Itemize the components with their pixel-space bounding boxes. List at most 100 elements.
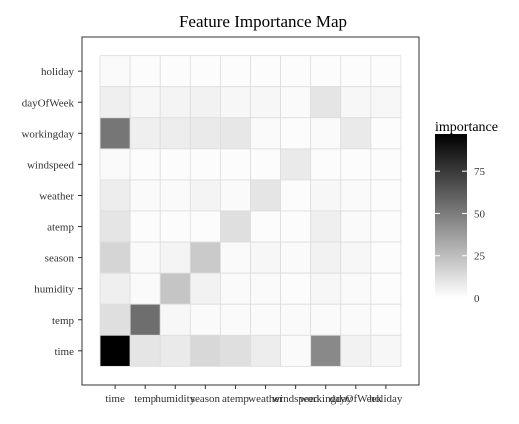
heatmap-cell	[340, 272, 372, 305]
heatmap-cell	[250, 179, 281, 212]
heatmap-cell	[370, 55, 402, 88]
heatmap-cell	[370, 86, 402, 119]
heatmap-cell	[220, 117, 251, 150]
heatmap-cell	[220, 55, 251, 88]
x-tick-label: workingday	[299, 393, 352, 405]
heatmap-cell	[159, 148, 191, 181]
heatmap-cell	[340, 303, 372, 336]
heatmap-cell	[370, 241, 402, 274]
heatmap-cell	[310, 210, 342, 243]
heatmap-cell	[189, 148, 221, 181]
heatmap-cell	[99, 334, 131, 367]
heatmap-cell	[220, 148, 251, 181]
heatmap-cell	[250, 272, 281, 305]
heatmap-cell	[280, 117, 312, 150]
y-tick-label: windspeed	[27, 159, 75, 171]
heatmap-cell	[340, 179, 372, 212]
legend-colorbar	[435, 134, 467, 298]
heatmap-cell	[220, 241, 251, 274]
heatmap-cell	[310, 86, 342, 119]
y-axis: holiday dayOfWeek workingday windspeed weath…	[21, 66, 82, 358]
heatmap-cell	[189, 210, 221, 243]
y-tick-label: season	[45, 253, 75, 265]
x-tick-label: atemp	[222, 393, 249, 405]
heatmap-cell	[280, 148, 312, 181]
heatmap-cell	[280, 334, 312, 367]
heatmap-cell	[370, 334, 402, 367]
heatmap-cell	[250, 55, 281, 88]
heatmap-cell	[340, 117, 372, 150]
heatmap-cell	[370, 179, 402, 212]
legend-tick-label: 0	[474, 293, 480, 305]
heatmap-cell	[159, 86, 191, 119]
heatmap-cell	[370, 117, 402, 150]
heatmap-cell	[129, 272, 161, 305]
heatmap-cell	[250, 241, 281, 274]
heatmap-cell	[280, 179, 312, 212]
heatmap-cell	[280, 86, 312, 119]
heatmap-cell	[220, 334, 251, 367]
heatmap-cell	[220, 272, 251, 305]
legend-tick-label: 75	[474, 166, 486, 178]
heatmap-cell	[129, 210, 161, 243]
heatmap-cell	[159, 210, 191, 243]
heatmap-cell	[159, 334, 191, 367]
heatmap-cell	[250, 210, 281, 243]
legend-title: importance	[435, 120, 498, 135]
heatmap-cell	[99, 241, 131, 274]
heatmap-cell	[340, 86, 372, 119]
heatmap-cell	[220, 210, 251, 243]
heatmap-cell	[129, 179, 161, 212]
heatmap-cell	[340, 210, 372, 243]
heatmap-cell	[310, 272, 342, 305]
legend: importance 0 25 50 75	[435, 120, 498, 305]
legend-tick-label: 25	[474, 251, 486, 263]
heatmap-cell	[280, 55, 312, 88]
heatmap-cell	[159, 272, 191, 305]
x-tick-label: weather	[248, 393, 283, 405]
heatmap-cell	[189, 86, 221, 119]
heatmap-cell	[310, 179, 342, 212]
heatmap-cell	[310, 303, 342, 336]
heatmap-cell	[99, 303, 131, 336]
heatmap-cell	[370, 148, 402, 181]
y-tick-label: atemp	[47, 222, 74, 234]
y-tick-label: weather	[39, 190, 74, 202]
heatmap-cell	[280, 210, 312, 243]
heatmap-cell	[189, 241, 221, 274]
heatmap-cell	[189, 334, 221, 367]
heatmap-cell	[340, 241, 372, 274]
y-tick-label: dayOfWeek	[22, 97, 75, 109]
heatmap-cell	[250, 148, 281, 181]
heatmap-cell	[99, 210, 131, 243]
heatmap-cell	[99, 272, 131, 305]
heatmap-cell	[159, 303, 191, 336]
heatmap-cell	[159, 241, 191, 274]
heatmap-cell	[370, 210, 402, 243]
heatmap-cell	[189, 179, 221, 212]
heatmap-cell	[189, 55, 221, 88]
y-tick-label: temp	[52, 315, 74, 327]
heatmap-cell	[250, 303, 281, 336]
heatmap-cell	[99, 179, 131, 212]
heatmap-cell	[280, 303, 312, 336]
x-tick-label: windspeed	[272, 393, 320, 405]
heatmap-cell	[220, 303, 251, 336]
x-tick-label: holiday	[369, 393, 402, 405]
heatmap-cell	[340, 55, 372, 88]
y-tick-label: workingday	[21, 128, 74, 140]
heatmap-cell	[310, 241, 342, 274]
chart-title: Feature Importance Map	[179, 12, 347, 31]
heatmap-cell	[129, 334, 161, 367]
heatmap-cell	[99, 117, 131, 150]
heatmap-cell	[340, 334, 372, 367]
heatmap-cell	[250, 334, 281, 367]
legend-tick-label: 50	[474, 208, 486, 220]
heatmap-cell	[129, 86, 161, 119]
heatmap-cell	[129, 55, 161, 88]
heatmap-cell	[250, 86, 281, 119]
panel-border	[81, 36, 420, 386]
